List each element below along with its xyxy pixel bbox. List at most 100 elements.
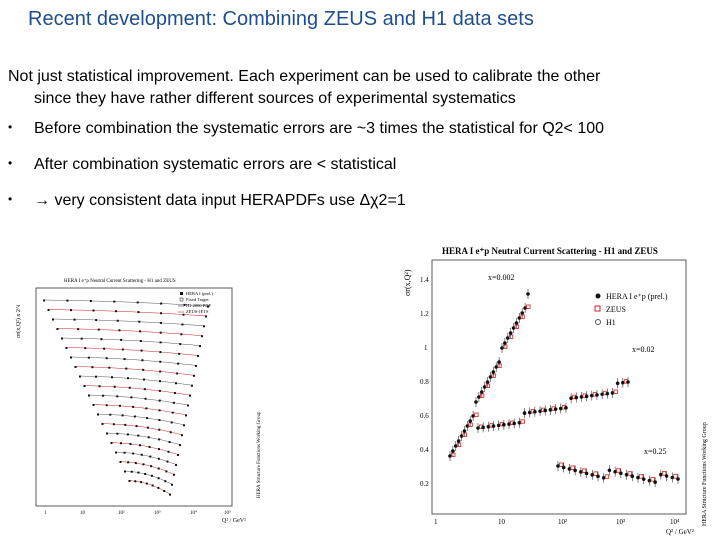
left-data-point bbox=[179, 343, 182, 346]
zeus-point bbox=[491, 373, 496, 378]
hera-point bbox=[471, 414, 475, 418]
left-data-point bbox=[173, 392, 176, 395]
hera-point bbox=[543, 408, 548, 413]
zeus-point bbox=[673, 474, 678, 479]
left-data-point bbox=[163, 489, 166, 492]
left-curve bbox=[102, 423, 183, 435]
left-data-point bbox=[125, 367, 128, 370]
legend-label: HERA I (prel.) bbox=[186, 291, 213, 296]
intro-line-2: since they have rather different sources… bbox=[34, 90, 516, 107]
left-data-point bbox=[203, 325, 205, 328]
left-data-point bbox=[180, 333, 183, 336]
left-curve bbox=[79, 375, 193, 386]
left-data-point bbox=[207, 305, 209, 308]
left-data-point bbox=[91, 366, 94, 369]
bullet-text: Before combination the systematic errors… bbox=[34, 120, 605, 137]
right-side-text: HERA Structure Functions Working Group bbox=[702, 422, 708, 526]
left-data-point bbox=[182, 313, 185, 316]
zeus-point bbox=[627, 471, 632, 476]
left-data-point bbox=[149, 455, 152, 458]
left-data-point bbox=[52, 318, 54, 321]
hera-point bbox=[589, 393, 594, 398]
left-data-point bbox=[145, 407, 148, 410]
left-data-point bbox=[158, 389, 161, 392]
left-data-point bbox=[181, 434, 183, 437]
left-data-point bbox=[150, 474, 153, 477]
left-data-point bbox=[84, 347, 87, 350]
hera-point bbox=[573, 468, 577, 473]
legend-label: ZEUS bbox=[606, 305, 626, 314]
hera-point bbox=[569, 396, 573, 401]
hera-point bbox=[451, 449, 455, 453]
left-legend: HERA I (prel.) Fixed Target H1 2000 PDF … bbox=[178, 291, 213, 314]
left-data-point bbox=[56, 328, 59, 330]
left-data-point bbox=[129, 442, 132, 445]
left-data-point bbox=[157, 467, 160, 470]
hera-point bbox=[579, 470, 583, 474]
zeus-point bbox=[581, 468, 587, 473]
hera-point bbox=[491, 370, 496, 374]
hera-point bbox=[505, 336, 510, 340]
left-data-point bbox=[189, 394, 191, 397]
x-tick: 10 bbox=[498, 518, 506, 526]
zeus-point bbox=[520, 314, 525, 319]
hera-point bbox=[448, 454, 452, 458]
left-data-point bbox=[135, 425, 138, 428]
left-data-point bbox=[137, 434, 140, 437]
hera-point bbox=[538, 409, 542, 413]
x-tick: 1 bbox=[434, 518, 438, 526]
zeus-point bbox=[456, 442, 462, 447]
hera-point bbox=[508, 331, 513, 335]
left-data-point bbox=[172, 401, 175, 404]
hera-point bbox=[462, 429, 467, 433]
left-data-point bbox=[160, 312, 162, 315]
left-data-point bbox=[136, 301, 139, 304]
hera-point bbox=[481, 425, 485, 430]
x-tick: 10⁵ bbox=[224, 510, 231, 516]
left-data-point bbox=[101, 423, 104, 425]
left-data-point bbox=[97, 413, 99, 416]
left-data-point bbox=[123, 358, 126, 361]
hera-point bbox=[485, 380, 490, 384]
hera-point bbox=[553, 407, 558, 411]
hera-point bbox=[507, 422, 511, 426]
hera-point bbox=[479, 390, 484, 394]
hera-point bbox=[523, 306, 527, 310]
zeus-point bbox=[639, 474, 644, 479]
left-data-point bbox=[132, 405, 135, 408]
y-tick: 1 bbox=[424, 344, 428, 352]
hera-point bbox=[477, 395, 481, 399]
hera-point bbox=[500, 346, 504, 350]
hera-point bbox=[579, 395, 584, 399]
left-data-point bbox=[74, 366, 77, 368]
x-tick: 1 bbox=[44, 511, 47, 516]
left-data-point bbox=[159, 380, 161, 383]
left-curve bbox=[61, 337, 201, 346]
left-curve bbox=[75, 366, 195, 376]
left-data-point bbox=[167, 450, 170, 453]
left-data-point bbox=[144, 397, 147, 400]
bullet-text: → very consistent data input HERAPDFs us… bbox=[34, 192, 406, 209]
left-curve bbox=[43, 299, 209, 307]
left-data-point bbox=[134, 462, 137, 465]
y-tick: 0.2 bbox=[420, 480, 429, 488]
left-data-point bbox=[205, 315, 207, 318]
hera-point bbox=[610, 391, 615, 395]
left-data-point bbox=[113, 385, 116, 388]
left-data-point bbox=[66, 299, 69, 302]
left-data-point bbox=[126, 433, 129, 436]
zeus-point bbox=[514, 324, 519, 329]
left-data-point bbox=[138, 320, 141, 323]
hera-point bbox=[488, 375, 493, 379]
x-bin-label: x=0.02 bbox=[632, 345, 655, 354]
left-data-point bbox=[164, 480, 167, 483]
zeus-point bbox=[661, 471, 667, 476]
left-data-point bbox=[111, 376, 113, 379]
hera-point bbox=[653, 480, 657, 484]
left-data-point bbox=[97, 328, 100, 331]
left-data-point bbox=[181, 323, 184, 326]
left-data-point bbox=[143, 378, 145, 381]
left-data-point bbox=[43, 299, 45, 302]
zeus-point bbox=[497, 363, 502, 368]
left-data-point bbox=[92, 309, 95, 312]
